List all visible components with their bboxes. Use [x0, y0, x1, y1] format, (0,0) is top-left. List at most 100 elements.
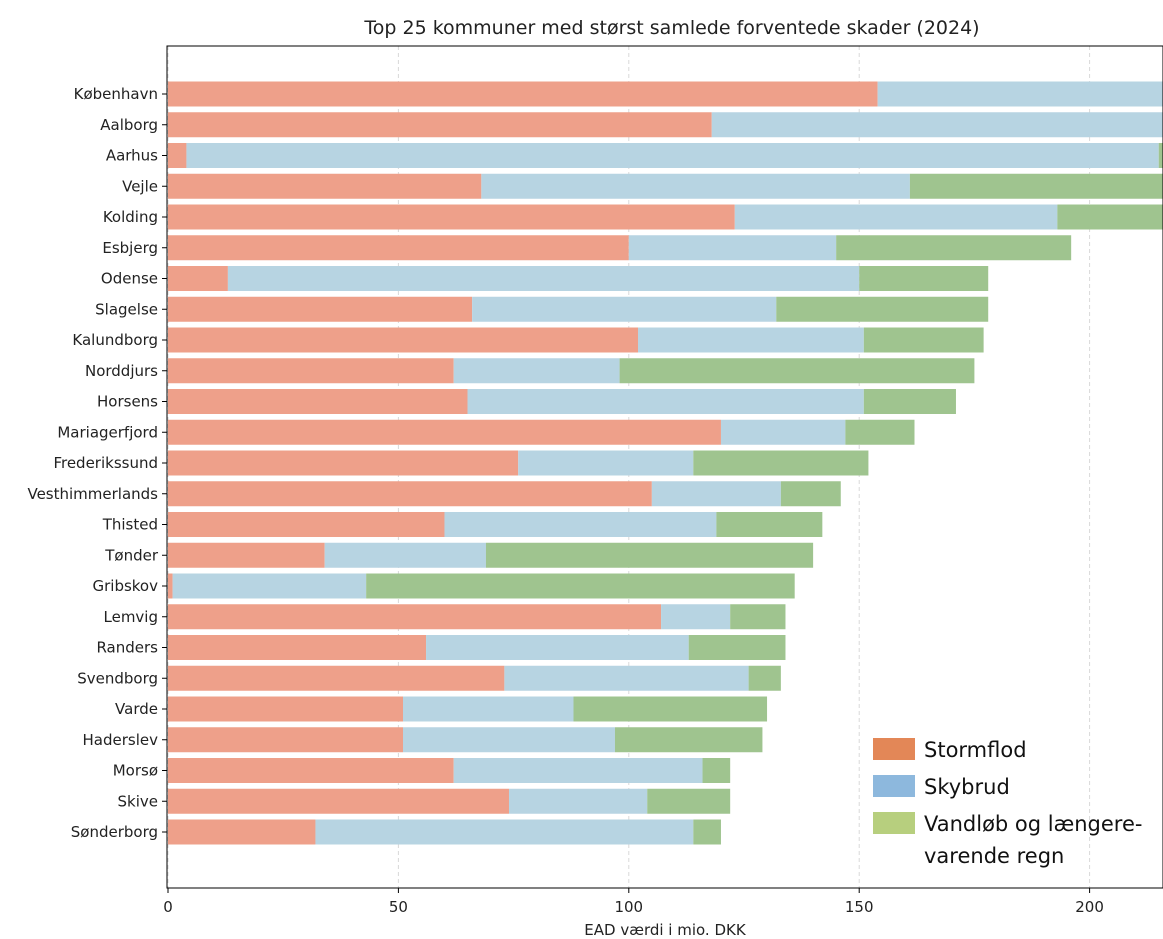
bar-segment [168, 450, 519, 476]
bar-segment [168, 204, 735, 230]
x-tick-label: 50 [389, 898, 408, 916]
bar-segment [168, 635, 427, 660]
bar-segment [172, 573, 367, 599]
y-tick-label: Aalborg [100, 116, 158, 134]
bar-segment [780, 481, 841, 507]
bar-segment [168, 358, 454, 384]
bar-segment [168, 788, 509, 814]
bar-segment [168, 512, 445, 537]
legend: Stormflod Skybrud Vandløb og længere-varen… [873, 738, 1142, 868]
bar-segment [661, 604, 731, 630]
x-tick-label: 0 [163, 898, 173, 916]
legend-swatch [873, 775, 915, 797]
y-tick-label: Aarhus [106, 147, 158, 165]
bar-segment [426, 635, 689, 660]
bar-segment [168, 235, 629, 261]
bar-segment [693, 819, 721, 845]
y-tick-label: Norddjurs [85, 362, 158, 380]
bar-segment [730, 604, 786, 630]
bar-segment [168, 665, 505, 691]
bar-segment [693, 450, 869, 476]
bar-segment [651, 481, 781, 507]
bar-segment [186, 143, 1159, 168]
bar-segment [227, 266, 860, 291]
bar-segment [168, 696, 404, 722]
bar-segment [444, 512, 717, 537]
bar-segment [485, 542, 814, 568]
y-tick-label: Sønderborg [71, 823, 158, 841]
bar-segment [168, 173, 482, 199]
bar-segment [836, 235, 1072, 261]
y-tick-label: Lemvig [104, 608, 159, 626]
y-tick-label: Odense [101, 270, 158, 288]
y-tick-label: Vesthimmerlands [27, 485, 158, 503]
bar-segment [168, 758, 454, 783]
bar-segment [716, 512, 823, 537]
bar-segment [168, 481, 652, 507]
bar-segment [168, 327, 639, 353]
bar-segment [877, 81, 1163, 107]
bar-segment [776, 296, 989, 322]
bar-segment [168, 112, 712, 138]
y-tick-label: Kalundborg [72, 331, 158, 349]
bar-segment [711, 112, 1163, 138]
y-axis-labels: København Aalborg Aarhus Vejle Kolding Esbjer… [27, 85, 167, 841]
bar-segment [859, 266, 989, 291]
bar-segment [168, 819, 316, 845]
x-axis-ticks: 050100150200250300350400 [163, 888, 1104, 916]
bar-segment [1158, 143, 1163, 168]
y-tick-label: Skive [118, 792, 158, 810]
bar-segment [734, 204, 1058, 230]
bar-segment [638, 327, 864, 353]
bar-segment [168, 727, 404, 753]
bar-segment [403, 696, 574, 722]
bar-segment [614, 727, 763, 753]
y-tick-label: Slagelse [95, 300, 158, 318]
y-tick-label: Mariagerfjord [57, 423, 158, 441]
legend-swatch [873, 812, 915, 834]
y-tick-label: Haderslev [83, 731, 159, 749]
bar-segment [168, 266, 228, 291]
bar-segment [619, 358, 975, 384]
x-tick-label: 100 [614, 898, 643, 916]
bars [168, 81, 1163, 845]
bar-segment [472, 296, 777, 322]
bar-segment [168, 604, 662, 630]
y-tick-label: Morsø [113, 762, 158, 780]
bar-segment [315, 819, 694, 845]
bar-segment [863, 327, 984, 353]
bar-segment [168, 296, 473, 322]
y-tick-label: Vejle [122, 177, 158, 195]
bar-segment [628, 235, 837, 261]
bar-segment [467, 389, 864, 414]
y-tick-label: Frederikssund [53, 454, 158, 472]
bar-segment [168, 573, 173, 599]
bar-segment [518, 450, 694, 476]
legend-swatch [873, 738, 915, 760]
x-tick-label: 200 [1075, 898, 1104, 916]
bar-segment [702, 758, 731, 783]
bar-segment [863, 389, 956, 414]
legend-label: Stormflod [924, 738, 1027, 762]
bar-segment [453, 358, 620, 384]
bar-segment [324, 542, 486, 568]
bar-segment [168, 143, 187, 168]
bar-segment [845, 419, 915, 445]
bar-segment [168, 419, 721, 445]
y-tick-label: Horsens [97, 393, 158, 411]
x-tick-label: 150 [845, 898, 874, 916]
y-tick-label: Randers [96, 639, 158, 657]
y-tick-label: Tønder [104, 546, 159, 564]
y-tick-label: Gribskov [92, 577, 158, 595]
y-tick-label: København [74, 85, 158, 103]
bar-segment [647, 788, 731, 814]
legend-label: Skybrud [924, 775, 1010, 799]
bar-segment [508, 788, 648, 814]
y-tick-label: Esbjerg [102, 239, 158, 257]
y-tick-label: Varde [115, 700, 158, 718]
bar-segment [748, 665, 781, 691]
bar-segment [168, 389, 468, 414]
legend-label: Vandløb og længere-varende regn [924, 812, 1142, 868]
bar-segment [504, 665, 749, 691]
